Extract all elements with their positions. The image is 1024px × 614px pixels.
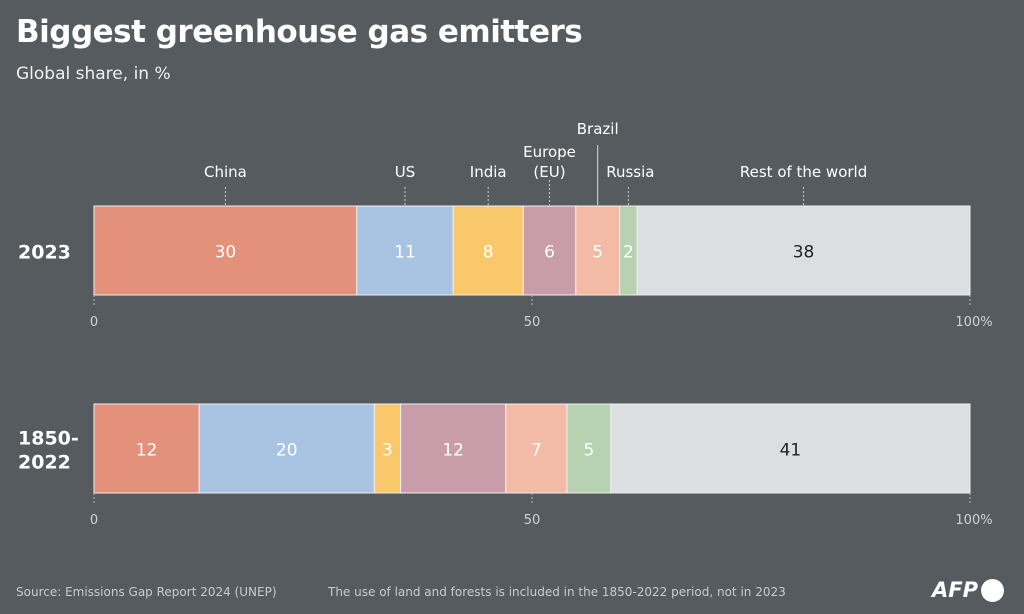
row-label: 1850- <box>18 428 79 450</box>
bar-segment-russia <box>566 403 612 494</box>
data-label: 11 <box>394 243 416 263</box>
x-tick-label: 0 <box>90 513 98 528</box>
source-note: Source: Emissions Gap Report 2024 (UNEP) <box>16 585 277 599</box>
x-tick-label: 100% <box>955 513 992 528</box>
bar-segment-rest-of-the-world <box>610 403 971 494</box>
segment-label: Rest of the world <box>740 163 867 181</box>
bar-segment-us <box>356 205 454 296</box>
segment-label: Brazil <box>577 120 619 138</box>
bar-segment-europe-eu- <box>522 205 577 296</box>
x-tick-label: 0 <box>90 315 98 330</box>
bar-segment-us <box>198 403 375 494</box>
data-label: 41 <box>780 441 802 461</box>
row-label: 2023 <box>18 242 71 264</box>
x-tick-label: 50 <box>524 315 541 330</box>
data-label: 3 <box>382 441 393 461</box>
data-label: 5 <box>592 243 603 263</box>
segment-label: US <box>395 163 416 181</box>
data-label: 12 <box>442 441 464 461</box>
x-tick-label: 50 <box>524 513 541 528</box>
bar-segment-europe-eu- <box>400 403 507 494</box>
chart-title: Biggest greenhouse gas emitters <box>16 14 583 50</box>
segment-label: (EU) <box>533 163 565 181</box>
bar-segment-china <box>93 403 200 494</box>
segment-label: Russia <box>606 163 654 181</box>
data-label: 5 <box>584 441 595 461</box>
afp-logo-dot <box>981 578 1004 602</box>
afp-logo-text: AFP <box>932 578 978 602</box>
data-label: 6 <box>544 243 555 263</box>
bar-segment-rest-of-the-world <box>636 205 971 296</box>
bar-segment-brazil <box>505 403 568 494</box>
bar-segment-china <box>93 205 358 296</box>
segment-label: Europe <box>523 143 576 161</box>
segment-label: India <box>470 163 507 181</box>
data-label: 20 <box>276 441 298 461</box>
chart-subtitle: Global share, in % <box>16 64 171 84</box>
data-label: 2 <box>623 243 634 263</box>
data-label: 8 <box>483 243 494 263</box>
row-label: 2022 <box>18 452 71 474</box>
data-label: 30 <box>215 243 237 263</box>
afp-logo: AFP <box>932 578 1004 602</box>
bar-segment-india <box>373 403 402 494</box>
data-label: 7 <box>531 441 542 461</box>
data-label: 12 <box>136 441 158 461</box>
bar-segment-brazil <box>575 205 621 296</box>
x-tick-label: 100% <box>955 315 992 330</box>
footnote: The use of land and forests is included … <box>328 585 786 599</box>
segment-label: China <box>204 163 247 181</box>
data-label: 38 <box>793 243 815 263</box>
